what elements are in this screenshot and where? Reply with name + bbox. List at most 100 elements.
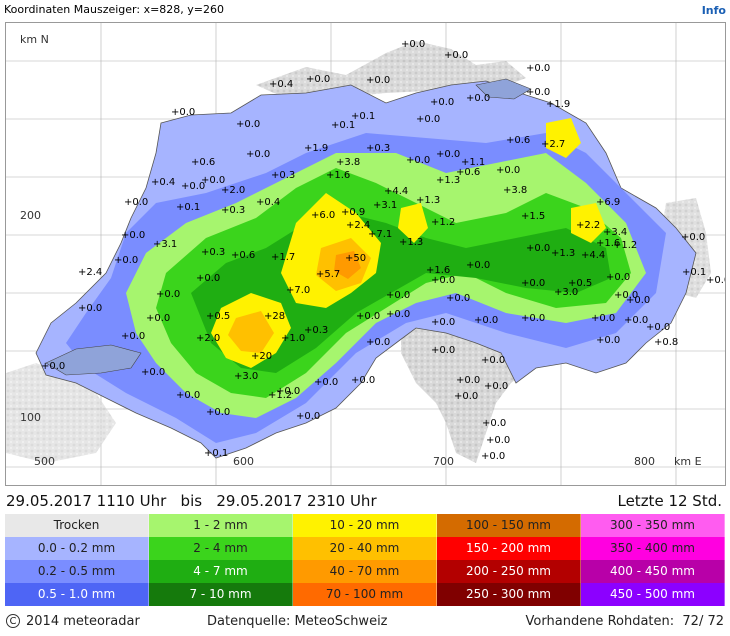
station-value: +0.0 bbox=[296, 411, 320, 422]
precip-zone-10-20-c bbox=[546, 118, 581, 158]
station-value: +50 bbox=[345, 253, 366, 264]
legend-item: 450 - 500 mm bbox=[581, 583, 725, 606]
station-value: +2.0 bbox=[196, 333, 220, 344]
station-value: +1.1 bbox=[461, 157, 485, 168]
station-value: +0.6 bbox=[231, 250, 255, 261]
station-value: +0.0 bbox=[706, 275, 725, 286]
station-value: +0.4 bbox=[151, 177, 175, 188]
info-link[interactable]: Info bbox=[701, 4, 726, 17]
station-value: +0.0 bbox=[124, 197, 148, 208]
data-source: Datenquelle: MeteoSchweiz bbox=[207, 614, 388, 629]
station-value: +0.0 bbox=[446, 293, 470, 304]
station-value: +1.3 bbox=[399, 237, 423, 248]
station-value: +0.5 bbox=[568, 278, 592, 289]
station-value: +0.1 bbox=[331, 120, 355, 131]
station-value: +0.0 bbox=[496, 165, 520, 176]
station-value: +3.0 bbox=[234, 371, 258, 382]
legend-item: 400 - 450 mm bbox=[581, 560, 725, 583]
station-value: +1.3 bbox=[551, 248, 575, 259]
station-value: +0.8 bbox=[654, 337, 678, 348]
station-value: +0.0 bbox=[521, 278, 545, 289]
station-value: +0.0 bbox=[176, 390, 200, 401]
station-value: +1.2 bbox=[268, 390, 292, 401]
station-value: +0.3 bbox=[201, 247, 225, 258]
legend-item: 20 - 40 mm bbox=[293, 537, 437, 560]
station-value: +0.0 bbox=[614, 290, 638, 301]
station-value: +0.0 bbox=[201, 175, 225, 186]
station-value: +4.4 bbox=[581, 250, 605, 261]
station-value: +3.0 bbox=[554, 287, 578, 298]
station-value: +0.0 bbox=[236, 119, 260, 130]
legend-item: 1 - 2 mm bbox=[149, 514, 293, 537]
legend-item: 250 - 300 mm bbox=[437, 583, 581, 606]
copyright-text: 2014 meteoradar bbox=[26, 614, 140, 629]
station-value: +28 bbox=[264, 311, 285, 322]
station-value: +0.0 bbox=[456, 375, 480, 386]
station-value: +0.0 bbox=[481, 451, 505, 462]
station-value: +0.0 bbox=[306, 74, 330, 85]
legend-item: 2 - 4 mm bbox=[149, 537, 293, 560]
station-value: +0.0 bbox=[681, 232, 705, 243]
axis-tick-700: 700 bbox=[433, 455, 454, 468]
precip-zone-20-40-b bbox=[228, 311, 274, 353]
station-value: +0.0 bbox=[484, 381, 508, 392]
station-value: +2.7 bbox=[541, 139, 565, 150]
precip-zone-40-70 bbox=[334, 251, 361, 279]
station-value: +0.0 bbox=[431, 345, 455, 356]
legend-item: 300 - 350 mm bbox=[581, 514, 725, 537]
time-range: 29.05.2017 1110 Uhr bis 29.05.2017 2310 … bbox=[6, 492, 377, 510]
station-value: +0.3 bbox=[366, 143, 390, 154]
station-value: +0.0 bbox=[526, 243, 550, 254]
station-value: +0.0 bbox=[466, 260, 490, 271]
legend-item: 150 - 200 mm bbox=[437, 537, 581, 560]
station-value: +0.0 bbox=[351, 375, 375, 386]
station-value: +0.6 bbox=[191, 157, 215, 168]
station-value: +0.0 bbox=[526, 87, 550, 98]
station-value: +0.0 bbox=[481, 355, 505, 366]
station-value: +0.0 bbox=[366, 337, 390, 348]
station-value: +2.4 bbox=[78, 267, 102, 278]
station-value: +0.3 bbox=[221, 205, 245, 216]
station-value: +0.1 bbox=[204, 448, 228, 459]
station-value: +0.0 bbox=[436, 149, 460, 160]
legend-item: Trocken bbox=[5, 514, 149, 537]
axis-label-north: km N bbox=[20, 33, 49, 46]
station-value: +1.0 bbox=[281, 333, 305, 344]
station-value: +0.0 bbox=[141, 367, 165, 378]
axis-tick-100: 100 bbox=[20, 411, 41, 424]
station-value: +1.2 bbox=[613, 240, 637, 251]
station-value: +20 bbox=[251, 351, 272, 362]
station-value: +0.3 bbox=[271, 170, 295, 181]
legend-item: 70 - 100 mm bbox=[293, 583, 437, 606]
station-value: +0.0 bbox=[466, 93, 490, 104]
station-value: +0.0 bbox=[444, 50, 468, 61]
relief-south bbox=[401, 319, 531, 463]
station-value: +0.0 bbox=[246, 149, 270, 160]
station-value: +0.4 bbox=[269, 79, 293, 90]
time-bar: 29.05.2017 1110 Uhr bis 29.05.2017 2310 … bbox=[0, 490, 730, 510]
station-value: +6.0 bbox=[311, 210, 335, 221]
mouse-coordinates: Koordinaten Mauszeiger: x=828, y=260 bbox=[4, 3, 225, 16]
station-value: +0.0 bbox=[171, 107, 195, 118]
station-value: +0.3 bbox=[304, 325, 328, 336]
station-value: +0.0 bbox=[474, 315, 498, 326]
station-value: +1.6 bbox=[326, 170, 350, 181]
station-value: +0.0 bbox=[606, 272, 630, 283]
station-value: +0.0 bbox=[181, 181, 205, 192]
legend-item: 200 - 250 mm bbox=[437, 560, 581, 583]
precip-zone-10-20-d bbox=[571, 203, 606, 243]
station-value: +0.0 bbox=[646, 322, 670, 333]
station-value: +0.0 bbox=[431, 275, 455, 286]
precip-zone-10-20-e bbox=[398, 203, 428, 243]
station-value: +0.0 bbox=[78, 303, 102, 314]
time-window-label: Letzte 12 Std. bbox=[617, 492, 722, 510]
precipitation-map[interactable]: +0.0 +0.0 +0.0 +0.0 +0.4 +0.0 +0.0 +0.0 +0.0 +1.9… bbox=[5, 22, 726, 486]
legend-item: 100 - 150 mm bbox=[437, 514, 581, 537]
station-value: +0.0 bbox=[156, 289, 180, 300]
station-value: +0.5 bbox=[206, 311, 230, 322]
station-value: +0.0 bbox=[416, 114, 440, 125]
raw-data-count: Vorhandene Rohdaten: 72/ 72 bbox=[525, 614, 724, 629]
station-value: +0.0 bbox=[121, 331, 145, 342]
axis-tick-800: 800 bbox=[634, 455, 655, 468]
station-value: +2.4 bbox=[346, 220, 370, 231]
